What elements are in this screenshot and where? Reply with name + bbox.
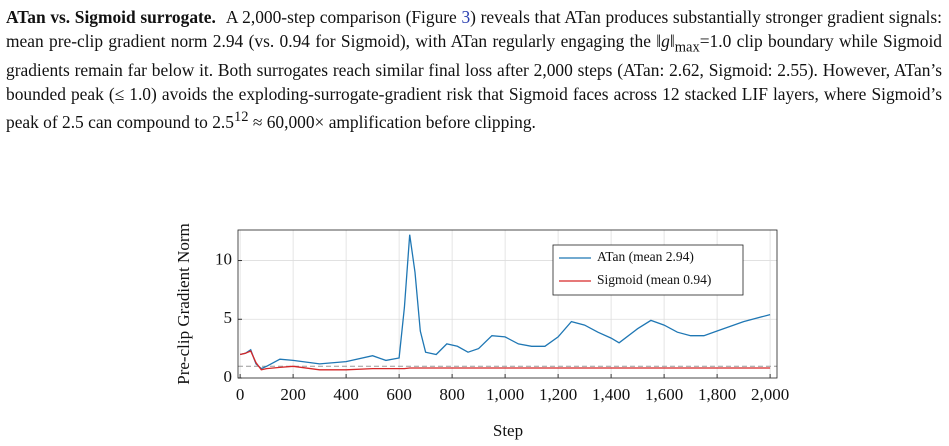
- x-tick-label: 800: [439, 385, 465, 404]
- x-tick-label: 600: [386, 385, 412, 404]
- math-var: g: [661, 30, 670, 51]
- y-tick-label: 0: [224, 367, 233, 386]
- x-tick-label: 0: [236, 385, 245, 404]
- series-line: [239, 234, 771, 370]
- x-tick-label: 2,000: [751, 385, 789, 404]
- y-axis-label: Pre-clip Gradient Norm: [174, 223, 193, 384]
- x-tick-label: 1,400: [592, 385, 630, 404]
- legend-box: [552, 244, 744, 296]
- x-axis-label: Step: [493, 421, 523, 440]
- text: A 2,000-step comparison (Figure: [225, 7, 462, 27]
- math-sub: max: [674, 38, 700, 55]
- legend-label: Sigmoid (mean 0.94): [597, 272, 711, 287]
- text: ≈ 60,000× amplification before clipping.: [248, 112, 536, 133]
- plot-frame: [237, 229, 778, 379]
- math-sup: 12: [233, 109, 249, 126]
- legend-label: ATan (mean 2.94): [597, 249, 694, 264]
- text: ‖: [669, 30, 675, 51]
- series-line: [239, 350, 771, 371]
- x-tick-label: 1,200: [539, 385, 577, 404]
- x-tick-label: 400: [333, 385, 359, 404]
- figure-link[interactable]: 3: [461, 7, 471, 27]
- y-tick-label: 5: [224, 308, 233, 327]
- y-tick-label: 10: [215, 249, 232, 268]
- x-tick-label: 1,600: [645, 385, 683, 404]
- x-tick-label: 1,800: [698, 385, 736, 404]
- text: =1.0 clip boundary while Sigmoid gradien…: [6, 30, 942, 133]
- heading: ATan vs. Sigmoid surrogate.: [6, 7, 216, 27]
- paragraph: ATan vs. Sigmoid surrogate. A 2,000-step …: [6, 6, 942, 135]
- x-tick-label: 1,000: [486, 385, 524, 404]
- text: ) reveals that ATan produces substantial…: [6, 7, 942, 51]
- x-tick-label: 200: [280, 385, 306, 404]
